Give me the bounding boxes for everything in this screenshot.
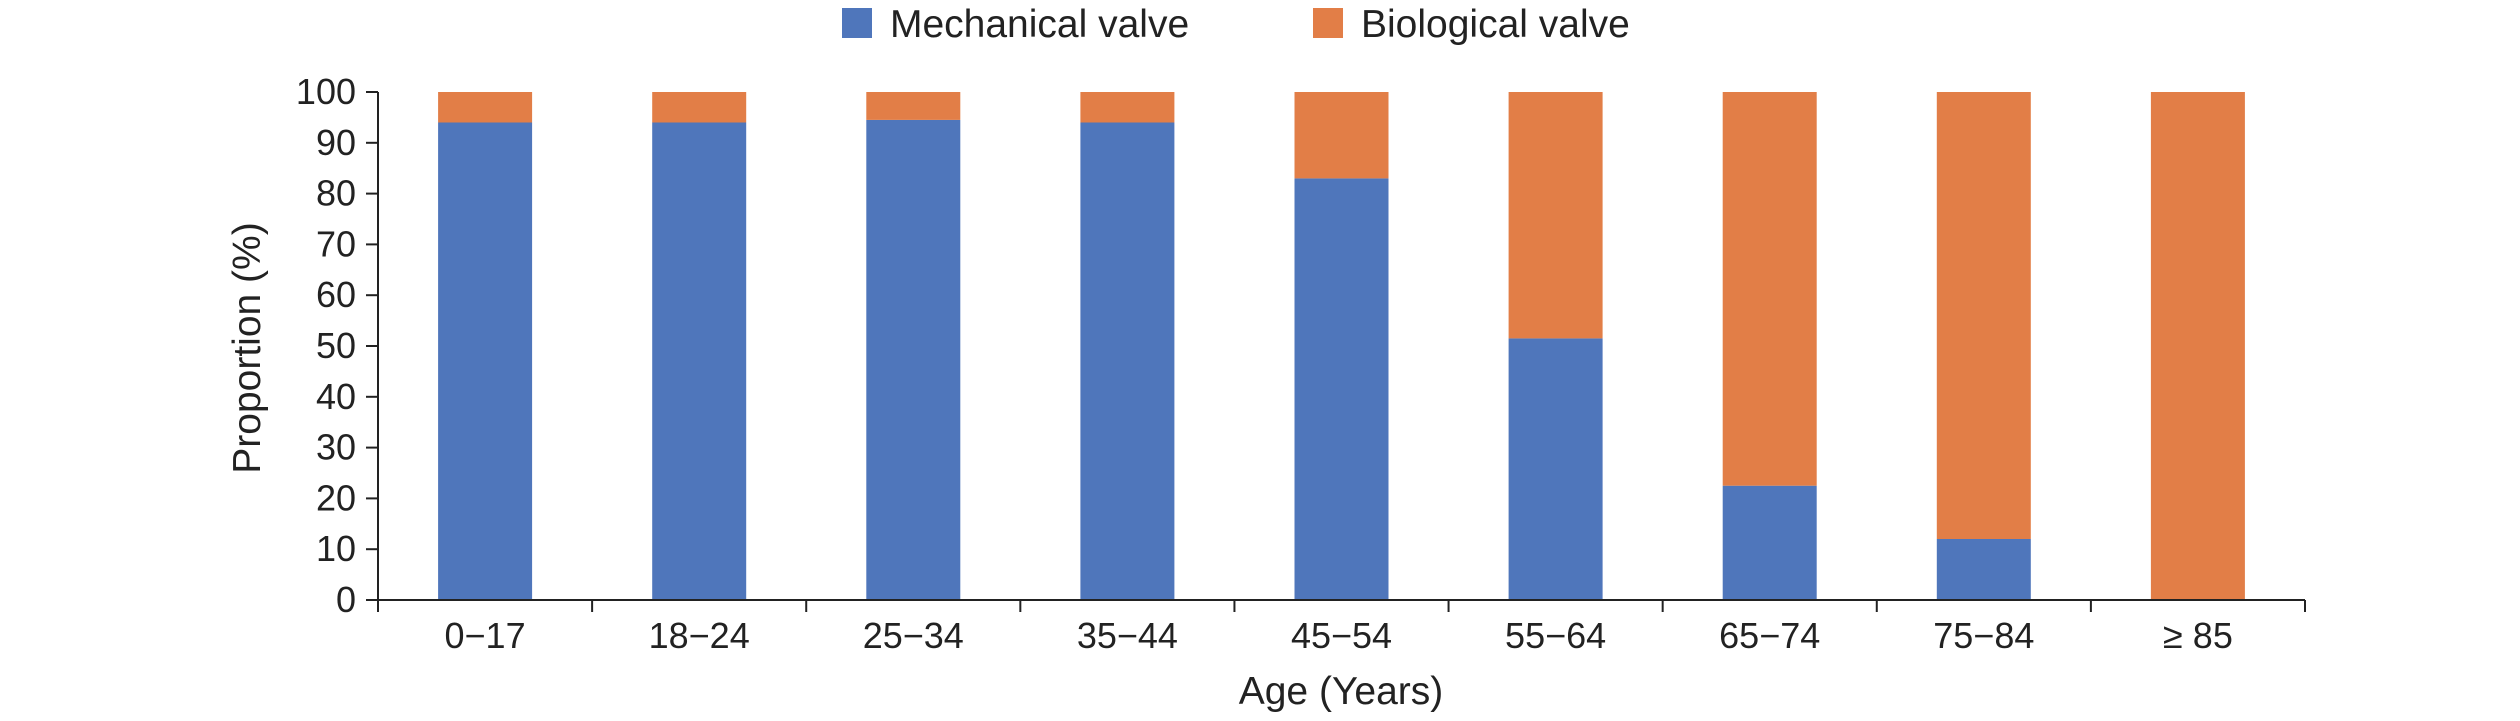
y-tick-label: 30 [316, 427, 356, 468]
bar-biological-valve-1 [438, 92, 533, 123]
legend: Mechanical valve Biological valve [842, 3, 1630, 46]
legend-swatch-mechanical-valve [842, 8, 872, 38]
bar-mechanical-valve-2 [652, 122, 747, 600]
y-tick-label: 80 [316, 173, 356, 214]
bars-group [438, 92, 2245, 601]
x-tick-label: 0−17 [445, 615, 526, 656]
y-tick-label: 20 [316, 477, 356, 518]
bar-mechanical-valve-3 [866, 119, 961, 601]
bar-biological-valve-2 [652, 92, 747, 123]
x-tick-label: 18−24 [649, 615, 750, 656]
y-tick-label: 100 [296, 71, 356, 112]
x-tick-label: 55−64 [1505, 615, 1606, 656]
x-tick-label: 25−34 [863, 615, 964, 656]
y-tick-label: 90 [316, 122, 356, 163]
bar-biological-valve-7 [1722, 92, 1817, 486]
x-tick-label: 35−44 [1077, 615, 1178, 656]
bar-mechanical-valve-6 [1508, 338, 1603, 600]
bar-mechanical-valve-1 [438, 122, 533, 600]
x-axis-title: Age (Years) [1239, 670, 1444, 713]
x-tick-label: 65−74 [1719, 615, 1820, 656]
bar-biological-valve-8 [1936, 92, 2031, 539]
legend-label-mechanical-valve: Mechanical valve [890, 3, 1189, 46]
y-tick-label: 0 [336, 579, 356, 620]
bar-biological-valve-9 [2150, 92, 2245, 600]
x-tick-label: 75−84 [1933, 615, 2034, 656]
bar-mechanical-valve-8 [1936, 539, 2031, 600]
y-tick-label: 70 [316, 223, 356, 264]
y-tick-label: 60 [316, 274, 356, 315]
bar-mechanical-valve-7 [1722, 485, 1817, 600]
x-axis: 0−17 18−24 25−34 35−44 45−54 55−64 65−74 75−84 ≥… [377, 599, 2306, 656]
bar-mechanical-valve-4 [1080, 122, 1175, 600]
y-axis-title: Proportion (%) [226, 222, 269, 473]
y-tick-label: 10 [316, 528, 356, 569]
x-tick-label: ≥ 85 [2163, 615, 2233, 656]
bar-biological-valve-3 [866, 92, 961, 120]
y-axis: 0 10 20 30 40 50 60 70 80 90 100 [296, 71, 379, 620]
y-tick-label: 50 [316, 325, 356, 366]
bar-biological-valve-5 [1294, 92, 1389, 179]
bar-biological-valve-6 [1508, 92, 1603, 339]
x-tick-label: 45−54 [1291, 615, 1392, 656]
bar-biological-valve-4 [1080, 92, 1175, 123]
bar-mechanical-valve-5 [1294, 178, 1389, 600]
legend-label-biological-valve: Biological valve [1361, 3, 1630, 46]
legend-swatch-biological-valve [1313, 8, 1343, 38]
y-tick-label: 40 [316, 376, 356, 417]
